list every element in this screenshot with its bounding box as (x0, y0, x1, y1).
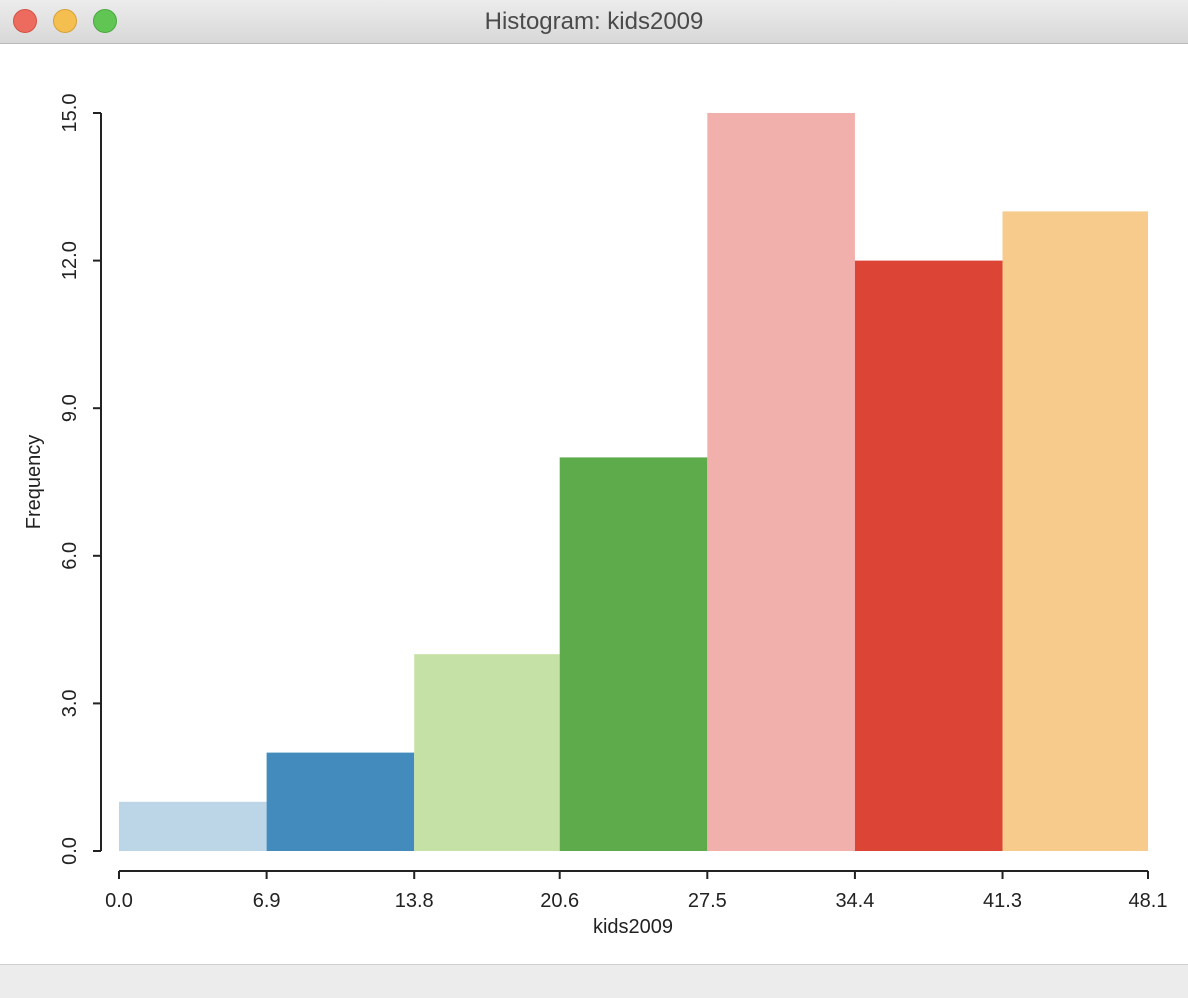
x-tick-label: 6.9 (253, 890, 281, 912)
window-title: Histogram: kids2009 (484, 8, 704, 35)
histogram-bar[interactable] (1002, 211, 1148, 851)
histogram-bar[interactable] (266, 752, 415, 851)
x-tick-label: 34.4 (835, 890, 874, 912)
histogram-chart: 0.0 6.9 13.8 20.6 27.5 34.4 41.3 48.1 0.0 3.0 6.0 9… (23, 94, 1168, 938)
x-tick-label: 20.6 (540, 890, 579, 912)
zoom-button[interactable] (93, 9, 117, 33)
x-tick-label: 0.0 (105, 890, 133, 912)
plot-area: 0.0 6.9 13.8 20.6 27.5 34.4 41.3 48.1 0.0 3.0 6.0 9… (0, 44, 1188, 964)
y-tick-label: 0.0 (59, 837, 81, 865)
title-bar[interactable]: Histogram: kids2009 (0, 0, 1188, 44)
histogram-bar[interactable] (559, 457, 708, 851)
histogram-bar[interactable] (119, 801, 267, 851)
histogram-bar[interactable] (414, 654, 560, 851)
y-tick-label: 6.0 (59, 542, 81, 570)
close-button[interactable] (13, 9, 37, 33)
y-tick-label: 12.0 (59, 241, 81, 280)
x-axis-label: kids2009 (593, 916, 673, 938)
x-tick-label: 13.8 (395, 890, 434, 912)
histogram-bar[interactable] (854, 260, 1003, 852)
y-tick-label: 15.0 (59, 94, 81, 133)
x-tick-label: 27.5 (688, 890, 727, 912)
x-tick-label: 48.1 (1129, 890, 1168, 912)
histogram-bar[interactable] (707, 113, 855, 851)
x-tick-label: 41.3 (983, 890, 1022, 912)
status-bar (0, 964, 1188, 998)
y-tick-label: 9.0 (59, 394, 81, 422)
y-axis-label: Frequency (23, 435, 45, 530)
y-tick-label: 3.0 (59, 689, 81, 717)
minimize-button[interactable] (53, 9, 77, 33)
